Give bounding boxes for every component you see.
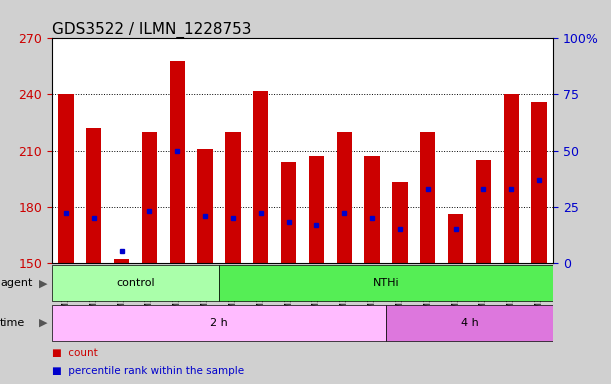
Text: ▶: ▶ <box>38 278 47 288</box>
Bar <box>86 128 101 263</box>
Bar <box>420 132 436 263</box>
Text: ■  count: ■ count <box>52 348 98 358</box>
Bar <box>503 94 519 263</box>
Text: GDS3522 / ILMN_1228753: GDS3522 / ILMN_1228753 <box>52 22 252 38</box>
Bar <box>364 156 379 263</box>
Bar <box>52 265 219 301</box>
Bar <box>476 160 491 263</box>
Bar <box>114 259 129 263</box>
Bar <box>52 305 386 341</box>
Text: control: control <box>116 278 155 288</box>
Bar <box>281 162 296 263</box>
Text: time: time <box>0 318 25 328</box>
Bar <box>197 149 213 263</box>
Bar <box>142 132 157 263</box>
Bar <box>532 102 547 263</box>
Text: ▶: ▶ <box>38 318 47 328</box>
Bar <box>309 156 324 263</box>
Text: 4 h: 4 h <box>461 318 478 328</box>
Bar <box>169 61 185 263</box>
Bar <box>448 214 463 263</box>
Text: ■  percentile rank within the sample: ■ percentile rank within the sample <box>52 366 244 376</box>
Bar <box>337 132 352 263</box>
Bar <box>219 265 553 301</box>
Bar <box>386 305 553 341</box>
Text: NTHi: NTHi <box>373 278 399 288</box>
Bar <box>225 132 241 263</box>
Text: 2 h: 2 h <box>210 318 228 328</box>
Bar <box>58 94 73 263</box>
Bar <box>253 91 268 263</box>
Bar <box>392 182 408 263</box>
Text: agent: agent <box>0 278 32 288</box>
